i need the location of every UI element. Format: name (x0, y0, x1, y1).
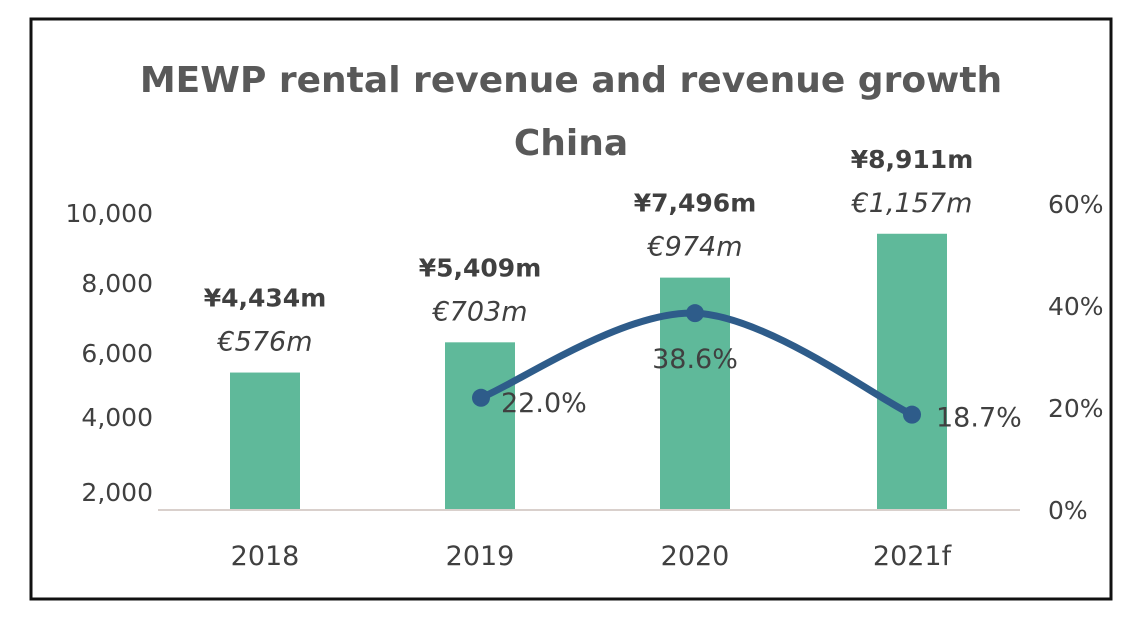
left-y-tick-label: 10,000 (66, 199, 153, 228)
bar-2021f (877, 233, 947, 510)
bar-2018 (230, 372, 300, 510)
growth-label: 18.7% (936, 403, 1022, 434)
growth-label: 22.0% (501, 388, 587, 419)
bar-label-eur: €974m (646, 232, 742, 263)
x-tick-label: 2020 (661, 541, 730, 572)
bar-2019 (445, 342, 515, 510)
right-y-tick-label: 20% (1048, 394, 1104, 423)
chart-border (29, 17, 1113, 601)
left-y-tick-label: 4,000 (81, 403, 153, 432)
bar-label-eur: €1,157m (851, 188, 973, 219)
growth-point-2020 (686, 304, 704, 323)
bar-label-eur: €703m (431, 296, 527, 327)
bar-label-yen: ¥7,496m (634, 189, 757, 218)
chart-subtitle: China (514, 123, 628, 164)
x-tick-label: 2018 (231, 541, 300, 572)
bar-label-yen: ¥4,434m (204, 284, 327, 313)
growth-label: 38.6% (652, 344, 738, 375)
left-y-tick-label: 6,000 (81, 339, 153, 368)
x-tick-label: 2021f (873, 541, 953, 572)
growth-point-2021f (903, 405, 921, 424)
x-tick-label: 2019 (446, 541, 515, 572)
chart-title: MEWP rental revenue and revenue growth (140, 60, 1002, 101)
bar-label-yen: ¥8,911m (851, 145, 974, 174)
right-y-tick-label: 0% (1048, 496, 1088, 525)
right-y-tick-label: 40% (1048, 292, 1104, 321)
right-y-tick-label: 60% (1048, 190, 1104, 219)
left-y-tick-label: 8,000 (81, 269, 153, 298)
bar-label-eur: €576m (216, 327, 312, 358)
left-y-tick-label: 2,000 (81, 478, 153, 507)
growth-point-2019 (472, 388, 490, 407)
bar-label-yen: ¥5,409m (419, 253, 542, 282)
